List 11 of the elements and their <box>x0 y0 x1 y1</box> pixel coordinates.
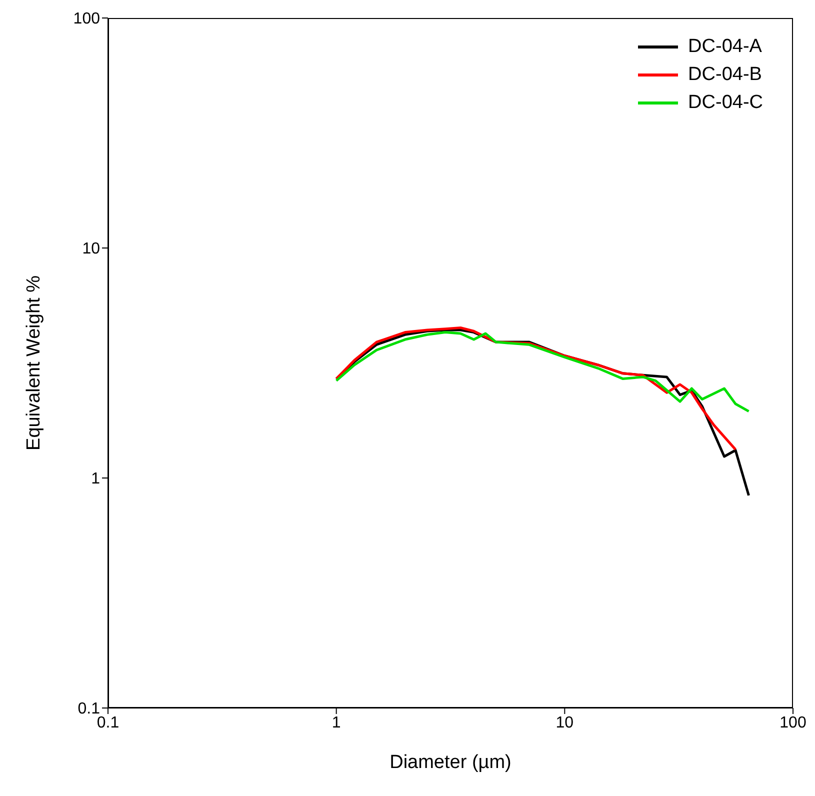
y-axis-title: Equivalent Weight % <box>24 275 45 450</box>
legend-label: DC-04-B <box>688 64 762 86</box>
x-tick-label: 10 <box>556 714 574 732</box>
x-tick-label: 1 <box>332 714 341 732</box>
y-tick-label: 100 <box>73 10 100 28</box>
legend-label: DC-04-A <box>688 36 762 58</box>
legend-label: DC-04-C <box>688 92 763 114</box>
x-tick-label: 100 <box>780 714 806 732</box>
y-tick-label: 1 <box>91 470 100 488</box>
y-tick-label: 10 <box>82 240 100 258</box>
x-axis-title: Diameter (µm) <box>390 752 512 773</box>
